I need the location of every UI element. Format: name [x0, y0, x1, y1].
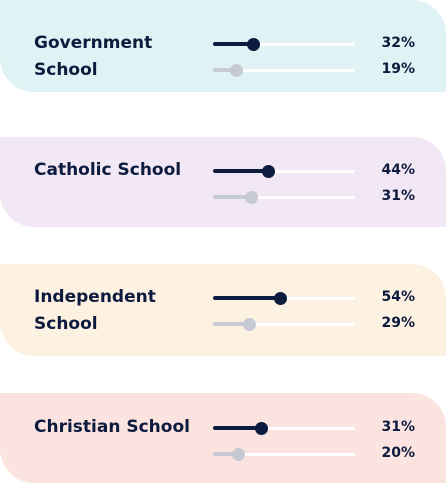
value-label: 44%	[381, 162, 415, 178]
slider-track	[213, 42, 355, 46]
value-label: 20%	[381, 445, 415, 461]
value-label: 29%	[381, 315, 415, 331]
card	[0, 393, 446, 483]
slider-fill	[213, 426, 262, 430]
value-label: 32%	[381, 35, 415, 51]
slider-fill	[213, 42, 253, 46]
card	[0, 137, 446, 227]
slider-track	[213, 68, 355, 72]
category-label: Government School	[34, 33, 153, 80]
slider-knob	[274, 291, 287, 305]
slider-knob	[255, 421, 269, 435]
slider-fill	[213, 169, 268, 173]
card	[0, 0, 446, 92]
slider-knob	[245, 190, 259, 204]
category-label: Christian School	[34, 417, 190, 437]
slider-track	[213, 195, 355, 199]
value-label: 31%	[381, 419, 415, 435]
slider-track	[213, 452, 355, 456]
card	[0, 264, 446, 356]
slider-track	[213, 169, 355, 173]
slider-track	[213, 426, 355, 430]
slider-fill	[213, 195, 252, 199]
slider-knob	[242, 317, 256, 331]
category-label: Independent School	[34, 287, 156, 334]
slider-knob	[231, 447, 245, 461]
value-label: 19%	[381, 61, 415, 77]
value-label: 31%	[381, 188, 415, 204]
value-label: 54%	[381, 289, 415, 305]
slider-fill	[213, 296, 281, 300]
slider-track	[213, 322, 355, 326]
slider-knob	[261, 164, 275, 178]
slider-knob	[230, 63, 244, 77]
category-label: Catholic School	[34, 160, 182, 180]
slider-knob	[246, 37, 260, 51]
slider-fill	[213, 322, 250, 326]
slider-fill	[213, 68, 237, 72]
slider-fill	[213, 452, 238, 456]
